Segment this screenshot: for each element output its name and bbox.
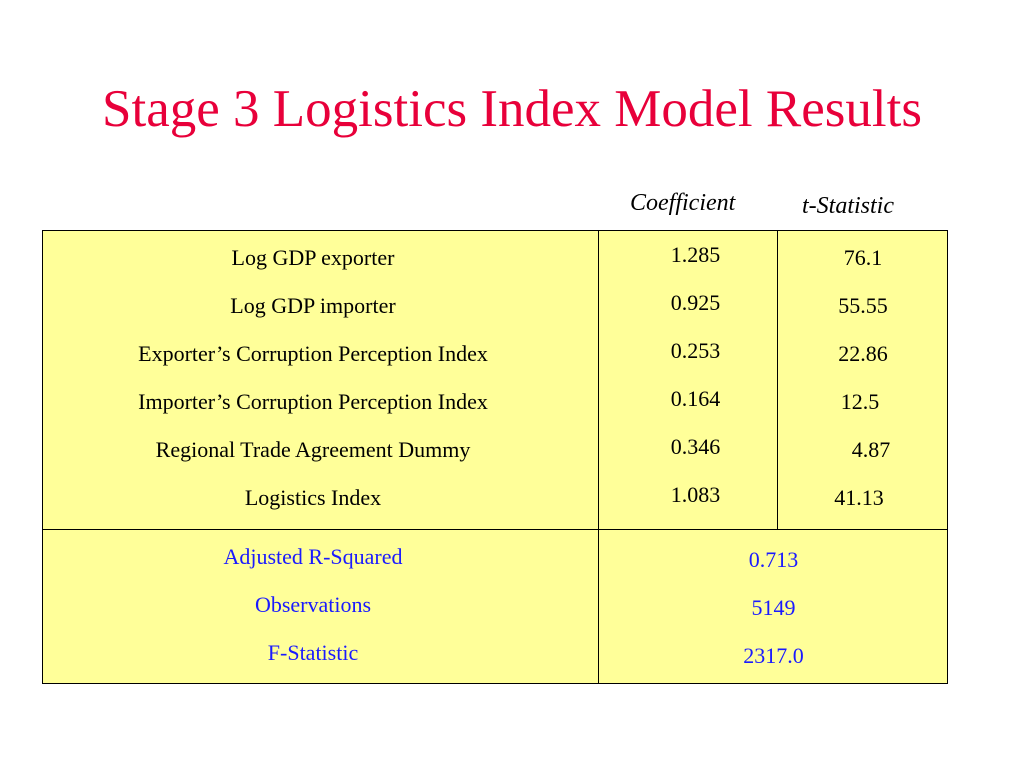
summary-value: 2317.0 [743,643,804,668]
coefficient-value: 0.164 [670,386,721,411]
coefficient-value: 1.285 [670,242,721,267]
summary-value: 0.713 [748,547,799,572]
t-statistic-value: 76.1 [843,245,883,270]
variable-label: Regional Trade Agreement Dummy [155,437,471,462]
t-statistic-value: 41.13 [834,485,884,510]
t-statistic-value: 4.87 [851,437,891,462]
section-divider [43,529,947,530]
column-divider [598,231,599,683]
variable-label: Log GDP importer [230,293,396,318]
coefficient-value: 0.925 [670,290,721,315]
coefficient-value: 0.253 [670,338,721,363]
column-divider [777,231,778,529]
results-table: Log GDP exporter 1.285 76.1 Log GDP impo… [42,230,948,684]
t-statistic-value: 12.5 [840,389,880,414]
t-statistic-column-header: t-Statistic [802,193,894,219]
t-statistic-value: 55.55 [838,293,888,318]
coefficient-value: 0.346 [670,434,721,459]
variable-label: Logistics Index [244,485,382,510]
slide-title: Stage 3 Logistics Index Model Results [102,80,922,138]
summary-label: Observations [254,592,372,617]
summary-value: 5149 [751,595,796,620]
variable-label: Log GDP exporter [231,245,395,270]
summary-label: F-Statistic [267,640,359,665]
variable-label: Exporter’s Corruption Perception Index [138,341,488,366]
t-statistic-value: 22.86 [838,341,888,366]
summary-label: Adjusted R-Squared [223,544,403,569]
coefficient-value: 1.083 [670,482,721,507]
coefficient-column-header: Coefficient [630,190,736,216]
variable-label: Importer’s Corruption Perception Index [138,389,488,414]
